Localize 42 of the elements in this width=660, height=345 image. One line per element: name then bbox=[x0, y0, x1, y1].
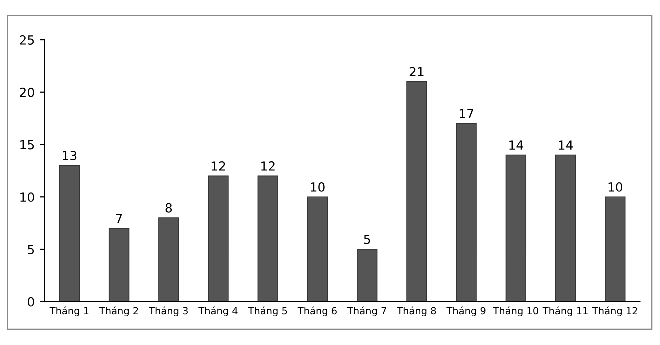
data-label: 10 bbox=[608, 182, 623, 192]
bar bbox=[258, 176, 278, 302]
y-tick-label: 20 bbox=[20, 88, 34, 98]
data-label: 12 bbox=[262, 162, 275, 171]
bar bbox=[59, 165, 80, 302]
bar bbox=[406, 81, 428, 302]
bar bbox=[456, 123, 477, 302]
data-label: 8 bbox=[166, 203, 172, 213]
x-tick-label: Tháng 8 bbox=[397, 306, 436, 317]
y-tick-label: 15 bbox=[20, 140, 34, 150]
x-tick-label: Tháng 1 bbox=[50, 306, 89, 317]
x-tick-label: Tháng 2 bbox=[99, 306, 138, 317]
data-label: 10 bbox=[311, 182, 325, 192]
data-label: 17 bbox=[460, 109, 474, 118]
y-tick-label: 10 bbox=[20, 192, 34, 202]
x-tick-label: Tháng 9 bbox=[446, 306, 486, 317]
y-tick-label: 0 bbox=[28, 297, 34, 307]
x-tick-label: Tháng 5 bbox=[248, 306, 288, 317]
data-label: 14 bbox=[559, 140, 574, 150]
x-tick-label: Tháng 7 bbox=[347, 306, 386, 317]
x-tick-label: Tháng 3 bbox=[149, 306, 188, 317]
y-tick-label: 25 bbox=[20, 35, 34, 45]
data-label: 12 bbox=[212, 162, 226, 171]
bar bbox=[158, 218, 180, 302]
y-tick-label: 5 bbox=[28, 245, 34, 254]
data-label: 5 bbox=[364, 235, 370, 244]
data-label: 13 bbox=[63, 151, 77, 161]
x-tick-label: Tháng 6 bbox=[298, 306, 337, 317]
bar bbox=[357, 249, 378, 302]
x-tick-label: Tháng 4 bbox=[198, 306, 238, 317]
bar bbox=[555, 154, 576, 302]
data-label: 21 bbox=[410, 67, 424, 77]
bar bbox=[307, 196, 328, 302]
x-tick-label: Tháng 10 bbox=[493, 306, 538, 317]
data-label: 14 bbox=[510, 140, 524, 150]
data-label: 7 bbox=[116, 214, 122, 224]
bar bbox=[605, 196, 626, 302]
x-tick-label: Tháng 11 bbox=[542, 306, 588, 317]
bar bbox=[208, 176, 229, 302]
bar bbox=[108, 228, 130, 302]
bar bbox=[506, 154, 527, 302]
x-tick-label: Tháng 12 bbox=[592, 306, 638, 317]
